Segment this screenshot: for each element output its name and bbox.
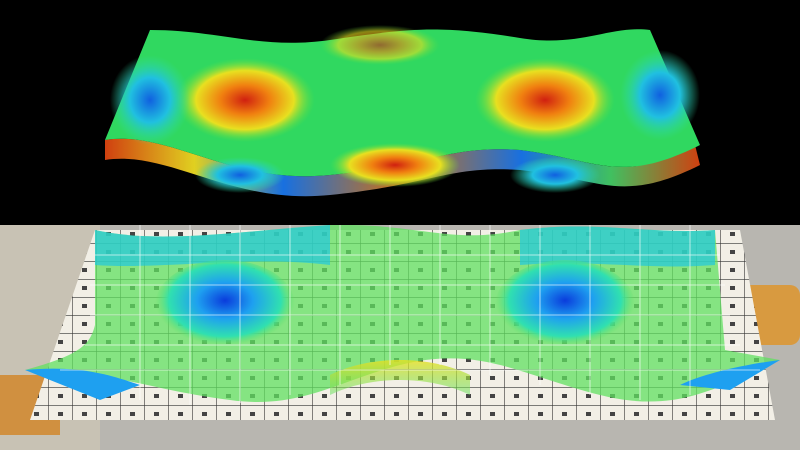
mesh-lines — [60, 225, 760, 405]
rendered-surface-panel — [105, 25, 700, 197]
ar-scene — [0, 225, 800, 450]
rendered-surface — [105, 25, 700, 197]
ar-overlay-panel — [0, 225, 800, 450]
